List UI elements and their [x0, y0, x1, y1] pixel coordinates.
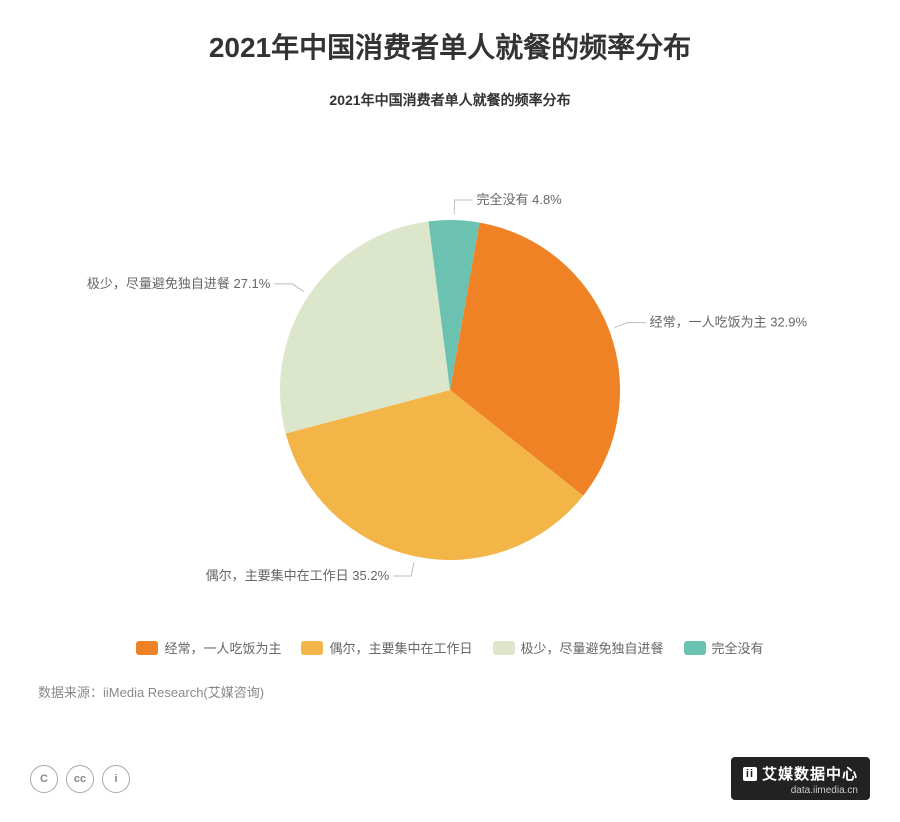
legend-label: 极少，尽量避免独自进餐 — [521, 638, 664, 657]
chart-container: 2021年中国消费者单人就餐的频率分布 2021年中国消费者单人就餐的频率分布 … — [0, 0, 900, 822]
license-icons: Ccci — [30, 765, 130, 793]
slice-label: 偶尔，主要集中在工作日 35.2% — [206, 568, 390, 583]
legend-swatch — [136, 641, 158, 655]
legend-label: 偶尔，主要集中在工作日 — [329, 638, 472, 657]
cc-icon: cc — [66, 765, 94, 793]
brand-badge: ii 艾媒数据中心 data.iimedia.cn — [731, 757, 870, 800]
legend-swatch — [684, 641, 706, 655]
pie-svg: 经常，一人吃饭为主 32.9% 偶尔，主要集中在工作日 35.2% 极少，尽量避免独… — [30, 120, 870, 620]
leader-line — [274, 284, 304, 292]
leader-line — [615, 323, 646, 328]
leader-line — [393, 562, 414, 576]
chart-subtitle: 2021年中国消费者单人就餐的频率分布 — [30, 90, 870, 110]
legend-swatch — [301, 641, 323, 655]
data-source: 数据来源：iiMedia Research(艾媒咨询) — [38, 682, 870, 701]
cc-icon: i — [102, 765, 130, 793]
legend-swatch — [493, 641, 515, 655]
slice-label: 经常，一人吃饭为主 32.9% — [650, 315, 808, 330]
legend: 经常，一人吃饭为主 偶尔，主要集中在工作日 极少，尽量避免独自进餐 完全没有 — [30, 638, 870, 658]
legend-item: 经常，一人吃饭为主 — [136, 638, 281, 657]
legend-item: 偶尔，主要集中在工作日 — [301, 638, 472, 657]
brand-name: 艾媒数据中心 — [762, 763, 858, 784]
pie-chart: 经常，一人吃饭为主 32.9% 偶尔，主要集中在工作日 35.2% 极少，尽量避免独… — [30, 120, 870, 620]
page-title: 2021年中国消费者单人就餐的频率分布 — [30, 26, 870, 66]
slice-label: 完全没有 4.8% — [477, 192, 563, 207]
cc-icon: C — [30, 765, 58, 793]
leader-line — [454, 200, 472, 214]
brand-url: data.iimedia.cn — [743, 785, 858, 796]
footer: Ccci ii 艾媒数据中心 data.iimedia.cn — [30, 757, 870, 800]
legend-label: 完全没有 — [712, 638, 764, 657]
slice-label: 极少，尽量避免独自进餐 27.1% — [87, 276, 271, 291]
legend-item: 完全没有 — [684, 638, 764, 657]
brand-mark-icon: ii — [743, 767, 757, 781]
legend-label: 经常，一人吃饭为主 — [164, 638, 281, 657]
legend-item: 极少，尽量避免独自进餐 — [493, 638, 664, 657]
